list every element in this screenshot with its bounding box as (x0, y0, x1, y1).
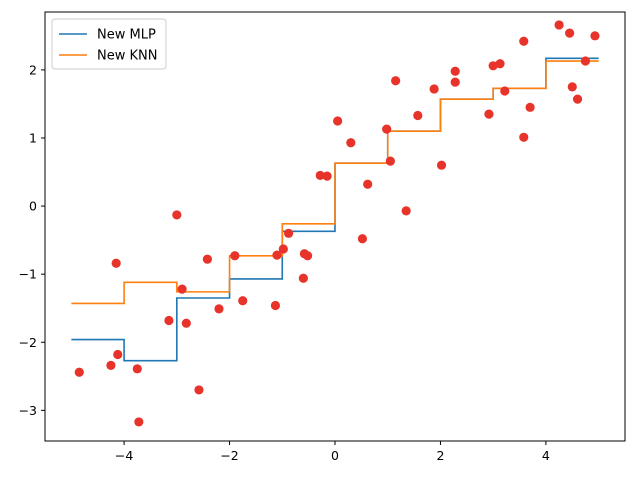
scatter-point (278, 244, 288, 254)
scatter-point (333, 116, 343, 126)
series-line-new-knn (71, 60, 599, 305)
scatter-point (436, 160, 447, 170)
legend: New MLP New KNN (51, 18, 167, 70)
scatter-point (357, 234, 368, 244)
y-tick-label: 2 (29, 62, 37, 77)
scatter-point (450, 77, 460, 87)
scatter-point (113, 349, 123, 360)
scatter-point (111, 258, 121, 268)
x-axis: −4 −2 0 2 4 (115, 441, 550, 463)
x-tick-label: −4 (115, 448, 133, 463)
scatter-point (450, 66, 460, 76)
y-tick-label: −3 (19, 403, 37, 418)
scatter-point (519, 132, 529, 142)
scatter-point (177, 284, 187, 294)
scatter-point (181, 318, 191, 328)
scatter-point (391, 76, 401, 86)
scatter-point (302, 251, 313, 261)
scatter-point (315, 170, 325, 181)
scatter-point (495, 59, 505, 69)
scatter-point (382, 124, 392, 134)
scatter-point (401, 206, 411, 216)
scatter-point (74, 367, 84, 377)
scatter-point (519, 36, 529, 46)
scatter-point (346, 138, 356, 148)
scatter-point (134, 417, 144, 427)
scatter-point (413, 110, 423, 121)
scatter-point (272, 250, 282, 260)
scatter-point (572, 94, 583, 104)
scatter-point (298, 273, 308, 283)
y-tick-label: 0 (29, 199, 37, 214)
scatter-point (580, 56, 591, 66)
scatter-point (525, 102, 535, 112)
legend-label-new-knn: New KNN (97, 49, 157, 64)
scatter-point (270, 300, 281, 311)
x-tick-label: 0 (331, 448, 339, 463)
scatter-point (429, 84, 439, 94)
scatter-point (322, 171, 332, 181)
y-axis: −3 −2 −1 0 1 2 (19, 62, 45, 418)
scatter-point (106, 360, 116, 371)
scatter-point (567, 82, 577, 92)
scatter-point (385, 156, 395, 166)
scatter-point (484, 109, 494, 119)
scatter-point (214, 304, 224, 314)
scatter-point (172, 210, 182, 220)
scatter-point (132, 364, 142, 374)
x-tick-label: 4 (542, 448, 550, 463)
scatter-point (363, 179, 373, 189)
scatter-point (194, 385, 204, 395)
x-tick-label: −2 (220, 448, 238, 463)
plot-area (71, 20, 600, 427)
y-tick-label: −1 (19, 267, 37, 282)
scatter-point (164, 315, 174, 326)
x-tick-label: 2 (436, 448, 444, 463)
legend-box (51, 18, 167, 70)
y-tick-label: −2 (19, 335, 37, 350)
scatter-point (230, 251, 240, 261)
scatter-point (554, 20, 564, 30)
scatter-point (590, 31, 600, 41)
scatter-point (238, 296, 248, 306)
y-tick-label: 1 (29, 130, 37, 145)
scatter-point (565, 28, 575, 38)
scatter-point (500, 86, 510, 96)
scatter-point (202, 254, 212, 264)
legend-label-new-mlp: New MLP (97, 28, 156, 43)
scatter-point (284, 228, 294, 238)
